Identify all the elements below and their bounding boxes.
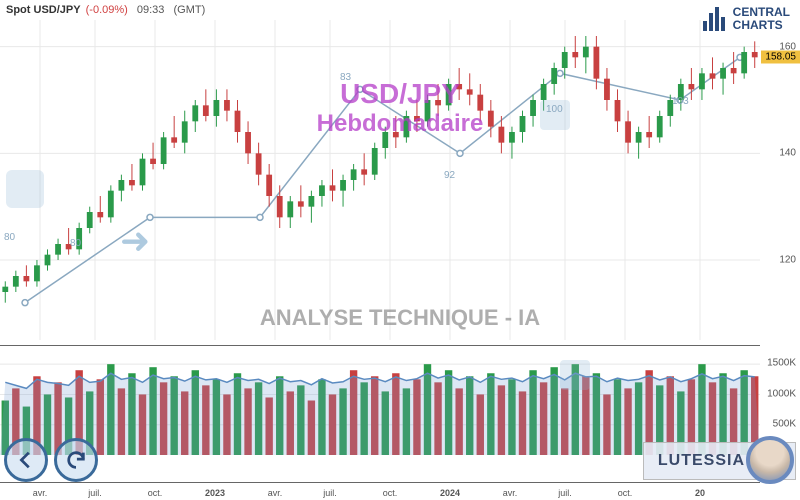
y-axis-price: 120140160 [760, 20, 800, 340]
y-tick: 120 [779, 255, 796, 266]
symbol-label: Spot USD/JPY [6, 4, 81, 16]
tool-overlay-icon-2[interactable] [560, 360, 590, 390]
brand-line2: CHARTS [733, 19, 790, 32]
x-tick: avr. [268, 488, 283, 498]
bottom-controls [4, 438, 98, 482]
x-tick: juil. [558, 488, 572, 498]
x-tick: avr. [503, 488, 518, 498]
x-tick: juil. [323, 488, 337, 498]
tool-button-1[interactable] [6, 170, 44, 208]
price-chart[interactable] [0, 20, 760, 340]
prev-button[interactable] [4, 438, 48, 482]
x-tick: 2023 [205, 488, 225, 498]
brand-logo[interactable]: CENTRAL CHARTS [703, 6, 790, 32]
x-tick: avr. [33, 488, 48, 498]
tool-overlay-icon-1[interactable] [540, 100, 570, 130]
chart-header: Spot USD/JPY (-0.09%) 09:33 (GMT) [6, 4, 205, 16]
brand-logo-text: CENTRAL CHARTS [733, 6, 790, 32]
x-tick: oct. [618, 488, 633, 498]
x-tick: oct. [148, 488, 163, 498]
time-label: 09:33 [137, 4, 165, 16]
volume-chart[interactable] [0, 345, 760, 455]
brand-logo-icon [703, 7, 727, 31]
y-tick-vol: 500K [773, 419, 796, 430]
x-axis: avr. juil. oct. 2023 avr. juil. oct. 2024 avr. ju… [0, 482, 760, 500]
x-tick: 2024 [440, 488, 460, 498]
lutessia-label: LUTESSIA [658, 452, 745, 470]
price-tag: 158.05 [761, 51, 800, 64]
avatar-icon[interactable] [746, 436, 794, 484]
y-tick-vol: 1000K [767, 388, 796, 399]
x-tick: oct. [383, 488, 398, 498]
refresh-icon [65, 449, 87, 471]
arrow-right-icon: ➜ [120, 220, 150, 262]
y-tick: 140 [779, 148, 796, 159]
refresh-button[interactable] [54, 438, 98, 482]
x-tick: juil. [88, 488, 102, 498]
chevron-left-icon [15, 449, 37, 471]
change-label: (-0.09%) [86, 4, 128, 16]
x-tick: 20 [695, 488, 705, 498]
y-tick-vol: 1500K [767, 358, 796, 369]
tz-label: (GMT) [173, 4, 205, 16]
